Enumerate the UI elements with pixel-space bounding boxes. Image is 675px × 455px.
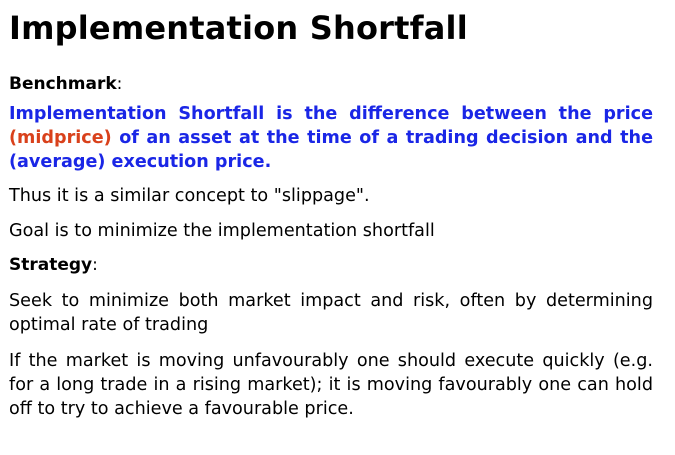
shortfall-definition: Implementation Shortfall is the differen…	[9, 102, 653, 174]
strategy-label: Strategy	[9, 255, 93, 275]
market-paragraph: If the market is moving unfavourably one…	[9, 351, 653, 419]
strategy-colon: :	[92, 255, 98, 275]
benchmark-heading: Benchmark:	[9, 72, 653, 96]
benchmark-label: Benchmark	[9, 74, 117, 94]
seek-paragraph: Seek to minimize both market impact and …	[9, 291, 653, 335]
strategy-heading: Strategy:	[9, 253, 653, 277]
goal-paragraph: Goal is to minimize the implementation s…	[9, 221, 435, 241]
page-title: Implementation Shortfall	[9, 9, 468, 47]
midprice-highlight: (midprice)	[9, 128, 112, 148]
benchmark-colon: :	[116, 74, 123, 94]
definition-part-2: of an asset at the time of a trading dec…	[9, 128, 653, 172]
slippage-paragraph: Thus it is a similar concept to "slippag…	[9, 186, 370, 206]
definition-part-1: Implementation Shortfall is the differen…	[9, 104, 653, 124]
